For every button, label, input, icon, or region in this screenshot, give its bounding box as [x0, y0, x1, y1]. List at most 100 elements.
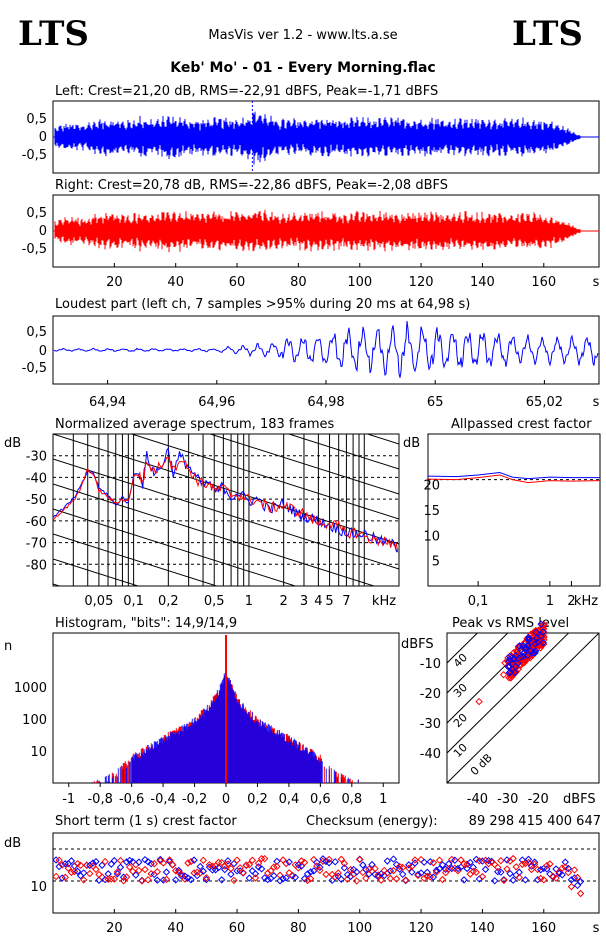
- crest-point: [423, 868, 431, 877]
- crest-point: [359, 868, 367, 877]
- crest-point: [221, 865, 229, 874]
- x-tick-label: 120: [409, 275, 434, 290]
- allpassed-crest-panel: Allpassed crest factor dB 20 15 10 5 0,1 1 2kH…: [403, 417, 601, 609]
- crest-point: [208, 866, 217, 874]
- allpassed-xtick: 1: [546, 594, 554, 609]
- crest-point: [159, 859, 168, 867]
- time-axis-ticks: 20 40 60 80 100 120 140 160 s: [106, 263, 600, 290]
- crest-point: [570, 866, 579, 874]
- crest-point: [257, 854, 266, 863]
- pvr-xtick: -40: [467, 792, 488, 807]
- crest-point: [129, 867, 137, 876]
- crest-point: [122, 873, 131, 881]
- crest-point: [521, 876, 530, 884]
- loudest-part-trace: [53, 320, 599, 378]
- crest-point: [116, 863, 125, 871]
- spectrum-ytick: -70: [26, 537, 47, 552]
- allpassed-left-line: [427, 471, 600, 480]
- crest-point: [119, 873, 128, 881]
- crest-point: [92, 857, 100, 866]
- crest-point: [175, 866, 183, 875]
- histogram-xtick: -0,2: [182, 792, 207, 807]
- crest-point: [426, 858, 434, 866]
- crest-point: [119, 877, 128, 885]
- crest-point: [282, 874, 290, 882]
- crest-point: [245, 860, 254, 869]
- x-tick-label: 140: [470, 275, 495, 290]
- peak-rms-point: [540, 621, 548, 629]
- crest-point: [558, 871, 566, 879]
- x-tick-label: 80: [290, 921, 307, 936]
- crest-point: [441, 868, 450, 877]
- crest-point: [245, 874, 254, 882]
- crest-point: [273, 857, 281, 866]
- peak-rms-point: [525, 635, 533, 644]
- peak-rms-point: [537, 632, 545, 640]
- peak-rms-point: [505, 674, 513, 682]
- crest-point: [214, 863, 223, 872]
- crest-point: [448, 864, 456, 873]
- crest-point: [561, 858, 569, 866]
- spectrum-xtick: 5: [325, 594, 333, 609]
- crest-point: [463, 860, 471, 868]
- crest-point: [144, 858, 152, 866]
- histogram-xtick: -0,6: [119, 792, 144, 807]
- crest-point: [306, 868, 315, 876]
- crest-point: [454, 864, 462, 873]
- crest-point: [352, 877, 361, 885]
- crest-point: [181, 875, 189, 883]
- crest-point: [162, 868, 171, 876]
- crest-point: [310, 867, 318, 875]
- crest-point: [141, 855, 149, 864]
- crest-point: [524, 858, 533, 867]
- crest-point: [576, 877, 585, 886]
- crest-point: [276, 877, 284, 885]
- crest-point: [346, 865, 355, 874]
- spectrum-xtick: 0,2: [158, 594, 179, 609]
- crest-diagonal: [447, 633, 479, 664]
- checksum-value: 89 298 415 400 647: [469, 814, 601, 829]
- peak-rms-point: [531, 647, 540, 655]
- crest-point: [411, 859, 419, 867]
- spectrum-diagonal: [53, 533, 219, 586]
- crest-point: [322, 870, 330, 879]
- spectrum-frame: [52, 433, 400, 587]
- allpassed-ytick: 5: [432, 555, 440, 570]
- short-term-crest-xticks: 20 40 60 80 100 120 140 160 s: [106, 909, 600, 936]
- crest-point: [509, 854, 517, 863]
- peak-vs-rms-title: Peak vs RMS level: [452, 616, 569, 631]
- crest-point: [125, 863, 134, 871]
- crest-point: [303, 876, 312, 885]
- crest-point: [55, 856, 63, 864]
- pvr-ytick: -10: [420, 657, 441, 672]
- crest-point: [279, 875, 287, 883]
- crest-point: [150, 860, 158, 868]
- crest-point: [325, 855, 333, 864]
- peak-rms-point: [504, 662, 512, 671]
- crest-point: [221, 862, 229, 870]
- histogram-xtick: 0: [222, 792, 230, 807]
- crest-point: [524, 855, 533, 864]
- crest-point: [512, 863, 520, 871]
- allpassed-ytick: 15: [423, 504, 440, 519]
- loudest-ytick: 0: [39, 344, 47, 359]
- crest-point: [537, 866, 545, 874]
- crest-point: [457, 856, 465, 864]
- peak-rms-point: [531, 649, 539, 657]
- crest-point: [184, 859, 192, 867]
- crest-point: [273, 862, 281, 871]
- crest-point: [175, 868, 183, 877]
- crest-point: [398, 863, 407, 872]
- crest-point: [86, 869, 94, 878]
- crest-point: [408, 868, 416, 876]
- crest-diagonal: [447, 633, 509, 694]
- crest-point: [420, 858, 428, 866]
- crest-point: [552, 874, 560, 882]
- crest-point: [239, 868, 247, 877]
- right-waveform-trace: [53, 209, 599, 253]
- spectrum-left-line: [53, 446, 399, 553]
- loudest-part-path: [53, 320, 599, 378]
- crest-point: [530, 858, 539, 866]
- peak-rms-point: [499, 670, 508, 679]
- allpassed-xtick: 0,1: [468, 594, 489, 609]
